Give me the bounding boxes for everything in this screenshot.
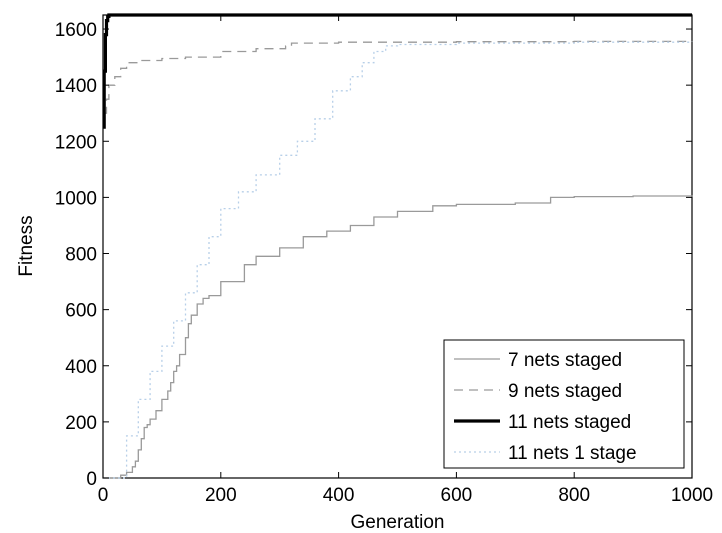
x-tick-label: 200: [205, 485, 237, 506]
y-tick-label: 0: [86, 469, 97, 490]
x-axis-label: Generation: [350, 512, 444, 533]
x-tick-label: 1000: [671, 485, 713, 506]
y-tick-label: 200: [65, 413, 97, 434]
legend-box: [443, 339, 685, 469]
x-tick-label: 0: [98, 485, 109, 506]
legend: 7 nets staged 9 nets staged 11 nets staged…: [443, 339, 685, 469]
y-tick-label: 1600: [55, 20, 97, 41]
series-line-3: [102, 13, 692, 129]
series-line-2: [103, 40, 693, 128]
y-tick-label: 1400: [55, 76, 97, 97]
legend-label: 9 nets staged: [508, 381, 622, 402]
series-line-1: [103, 195, 693, 479]
y-tick-label: 800: [65, 245, 97, 266]
y-tick-label: 1200: [55, 132, 97, 153]
series-layer: [102, 13, 693, 479]
y-tick-label: 1000: [55, 188, 97, 209]
x-tick-label: 600: [441, 485, 473, 506]
y-tick-label: 600: [65, 301, 97, 322]
y-tick-label: 400: [65, 357, 97, 378]
legend-label: 7 nets staged: [508, 350, 622, 371]
legend-label: 11 nets 1 stage: [508, 443, 637, 464]
x-tick-label: 400: [323, 485, 355, 506]
y-axis-label: Fitness: [16, 215, 37, 276]
x-tick-label: 800: [558, 485, 590, 506]
legend-label: 11 nets staged: [508, 412, 631, 433]
axes-layer: 0 200 400 600 800 1000 0 200 400 600 800 1000 1200 14…: [55, 15, 713, 506]
